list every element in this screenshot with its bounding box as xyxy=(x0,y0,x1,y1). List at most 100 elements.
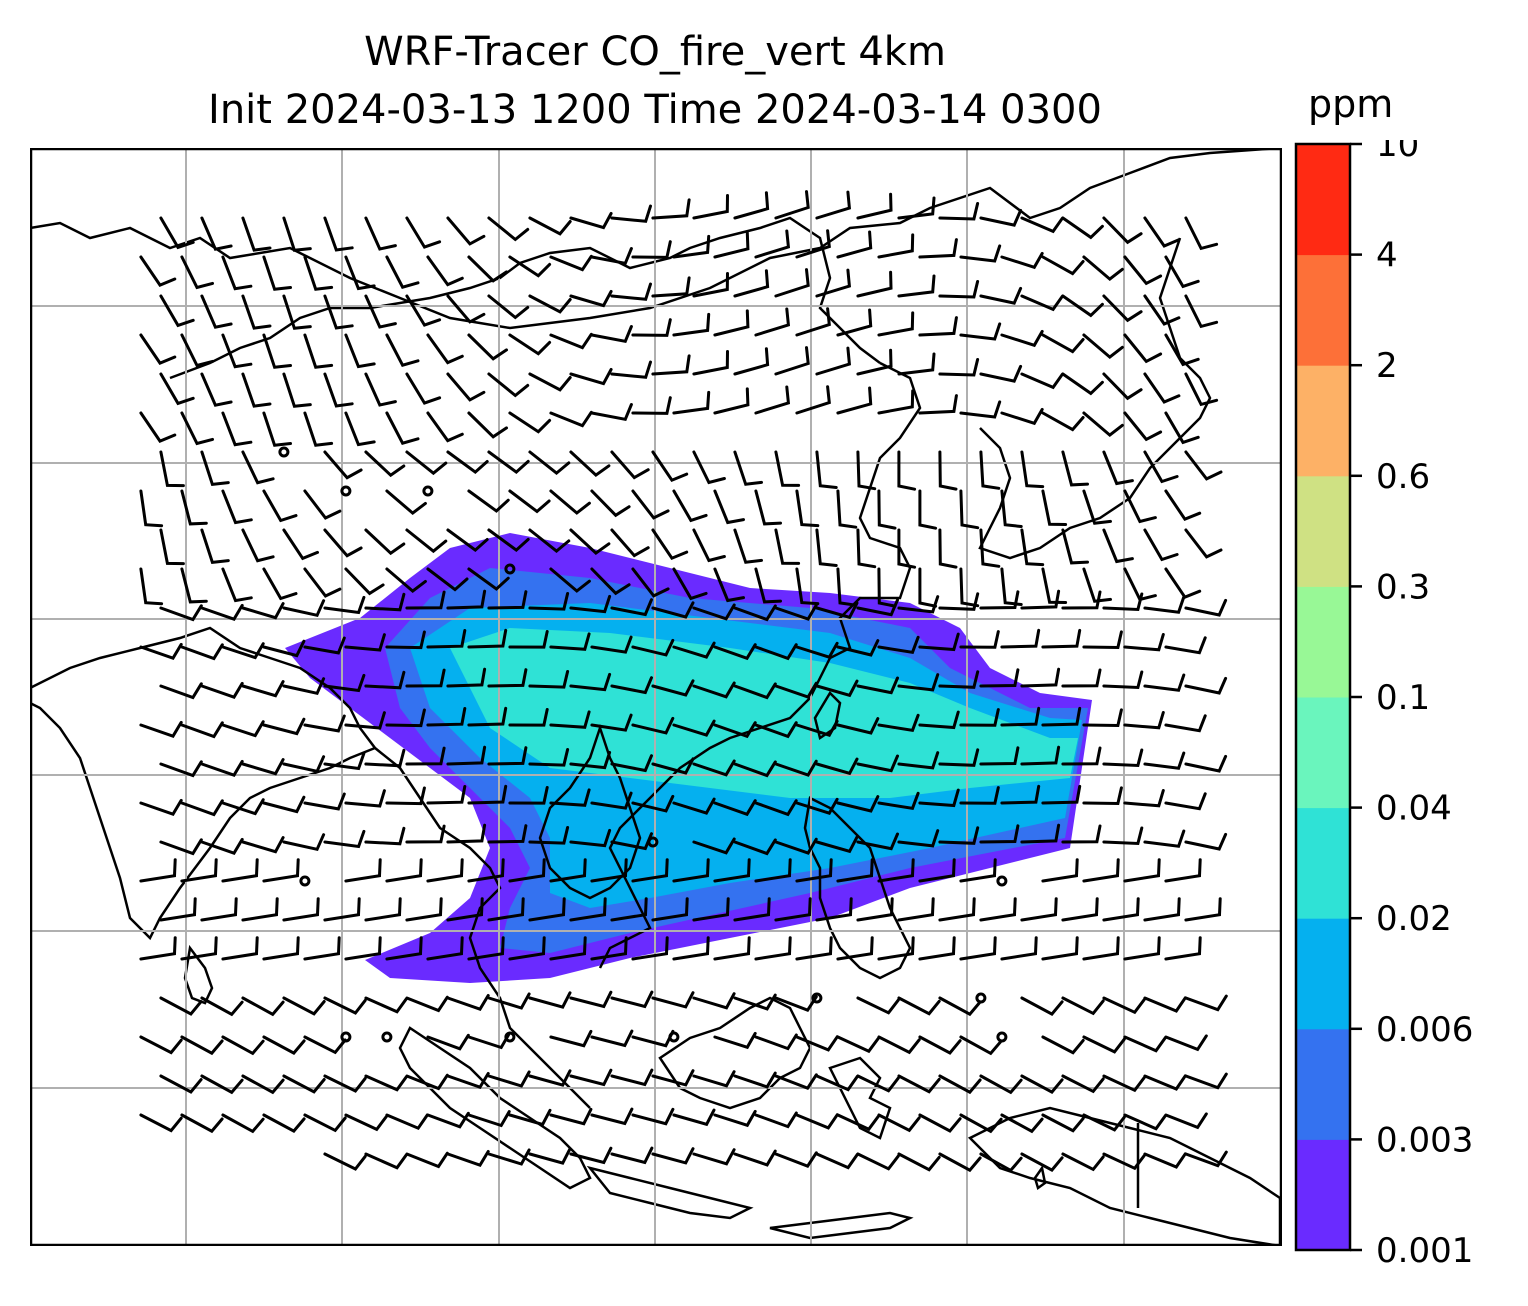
wind-barb xyxy=(549,254,593,272)
wind-barb xyxy=(590,325,633,344)
wind-barb xyxy=(200,450,230,487)
wind-barb xyxy=(959,244,1002,263)
colorbar: 0.001 0.003 0.006 0.02 0.04 0.1 0.3 0.6 2 4 10 xyxy=(1294,140,1473,1270)
wind-barb xyxy=(1164,714,1207,733)
wind-barb xyxy=(1184,994,1228,1012)
wind-barb xyxy=(692,1070,736,1088)
wind-barb xyxy=(262,411,292,447)
wind-barb xyxy=(918,1035,962,1055)
colorbar-tick-label: 2 xyxy=(1376,346,1398,386)
wind-barb xyxy=(795,489,820,528)
wind-barb xyxy=(1143,450,1179,484)
colorbar-tick-label: 0.04 xyxy=(1376,789,1452,829)
wind-barb xyxy=(405,995,449,1013)
wind-barb xyxy=(528,748,570,767)
wind-barb xyxy=(241,1074,285,1095)
wind-barb xyxy=(672,390,711,415)
wind-barb xyxy=(159,604,203,622)
wind-barb xyxy=(631,1107,675,1126)
colorbar-segment xyxy=(1296,918,1350,1030)
wind-barb xyxy=(282,599,326,618)
wind-barb xyxy=(1061,824,1102,844)
wind-barb xyxy=(1082,489,1112,525)
wind-barb xyxy=(651,991,695,1009)
wind-barb xyxy=(1143,216,1181,248)
wind-barb xyxy=(856,897,894,922)
colorbar-segment xyxy=(1296,254,1350,366)
wind-barb xyxy=(979,746,1020,766)
wind-barb xyxy=(528,991,572,1009)
wind-barb xyxy=(610,1146,654,1165)
colorbar-tick-label: 0.3 xyxy=(1376,567,1430,607)
wind-barb xyxy=(262,255,292,291)
wind-barb xyxy=(1143,751,1186,770)
wind-barb xyxy=(1143,829,1186,848)
wind-barb xyxy=(590,936,628,961)
wind-barb xyxy=(1123,711,1165,730)
wind-barb xyxy=(631,638,675,657)
wind-barb xyxy=(364,592,406,612)
wind-barb xyxy=(1020,996,1064,1017)
wind-barb xyxy=(979,208,1023,227)
calm-wind-marker xyxy=(996,875,1008,887)
wind-barb xyxy=(1061,590,1102,610)
colorbar-segment xyxy=(1296,144,1350,256)
wind-barb xyxy=(426,333,464,365)
wind-barb xyxy=(1143,372,1181,404)
wind-barb xyxy=(1082,333,1124,360)
wind-barb xyxy=(549,710,591,729)
wind-barb xyxy=(754,643,798,661)
wind-barb xyxy=(1000,489,1023,528)
wind-barb xyxy=(918,567,938,608)
wind-barb xyxy=(323,528,363,558)
wind-barb xyxy=(1123,1035,1167,1053)
wind-barb xyxy=(426,629,467,649)
wind-barb xyxy=(754,1111,798,1129)
wind-barb xyxy=(159,897,197,922)
wind-barb xyxy=(1164,333,1200,367)
wind-barb xyxy=(303,636,346,655)
wind-barb xyxy=(590,791,633,810)
wind-barb xyxy=(815,601,859,620)
wind-barb xyxy=(426,785,467,805)
wind-barb xyxy=(877,389,915,415)
wind-barb xyxy=(446,528,489,553)
wind-barb xyxy=(528,372,572,392)
wind-barb xyxy=(405,216,442,249)
wind-barb xyxy=(733,604,777,622)
wind-barb xyxy=(385,567,427,594)
wind-barb xyxy=(1102,294,1143,323)
wind-barb xyxy=(221,255,253,291)
wind-barb xyxy=(262,717,306,736)
wind-barb xyxy=(180,858,218,883)
wind-barb xyxy=(856,598,899,617)
calm-wind-marker xyxy=(996,1031,1008,1043)
wind-barb xyxy=(323,1152,367,1171)
wind-barb xyxy=(549,936,587,961)
wind-barb xyxy=(1041,567,1068,604)
wind-barb xyxy=(815,1152,859,1170)
wind-barb xyxy=(590,1107,634,1126)
wind-barb xyxy=(1041,255,1085,276)
wind-barb xyxy=(528,670,570,689)
wind-barb xyxy=(323,372,354,408)
wind-barb xyxy=(262,858,300,883)
wind-barb xyxy=(282,677,326,696)
wind-barb xyxy=(426,1033,470,1051)
wind-barb xyxy=(1041,706,1082,727)
wind-barb xyxy=(1143,996,1187,1013)
colorbar-tick-label: 0.02 xyxy=(1376,899,1452,939)
wind-barb xyxy=(426,567,469,592)
wind-barb xyxy=(713,721,757,739)
wind-barb xyxy=(159,294,195,328)
wind-barb xyxy=(487,668,528,688)
wind-barb xyxy=(405,668,446,688)
wind-barb xyxy=(795,385,831,415)
wind-barb xyxy=(139,255,177,287)
wind-barb xyxy=(385,1113,429,1131)
wind-barb xyxy=(651,757,695,775)
wind-barb xyxy=(405,746,446,766)
wind-barb xyxy=(651,354,691,376)
wind-barb xyxy=(918,316,958,337)
wind-barb xyxy=(631,396,672,415)
